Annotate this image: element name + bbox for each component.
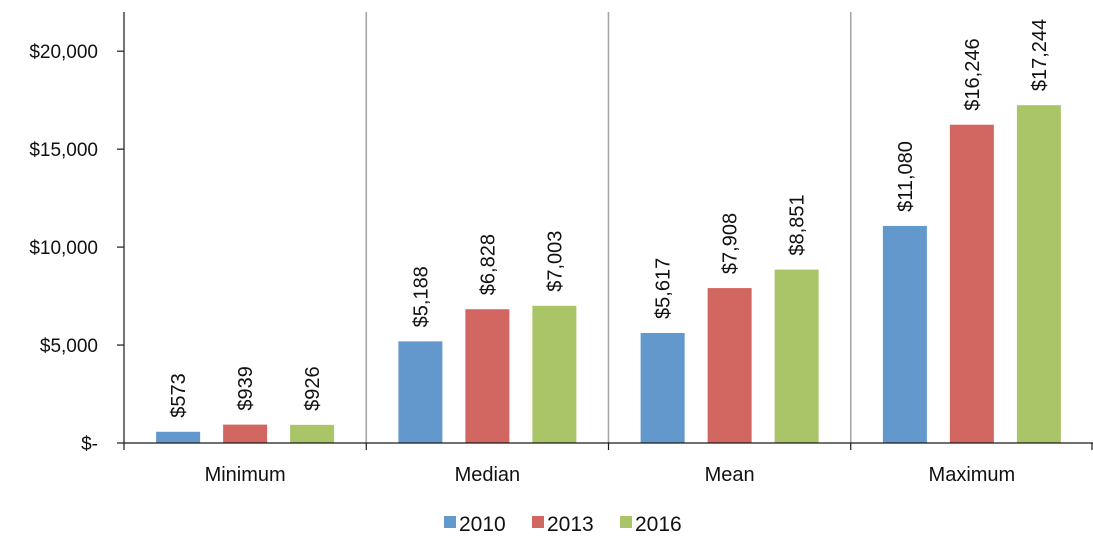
- data-label: $7,003: [544, 231, 566, 292]
- data-label: $926: [302, 366, 324, 411]
- data-label: $939: [235, 366, 257, 411]
- data-label: $7,908: [720, 213, 742, 274]
- category-label-maximum: Maximum: [929, 464, 1016, 486]
- data-label: $16,246: [962, 38, 984, 110]
- legend-label-2013: 2013: [547, 513, 594, 536]
- category-label-minimum: Minimum: [205, 464, 286, 486]
- axes-layer: [117, 12, 1093, 450]
- bar-2016-mean: [774, 269, 819, 443]
- data-label: $5,617: [653, 258, 675, 319]
- bar-2016-median: [532, 305, 577, 443]
- bar-2010-median: [398, 341, 443, 443]
- category-separators: [365, 12, 852, 443]
- y-tick-label: $15,000: [29, 140, 98, 161]
- data-label: $11,080: [895, 141, 917, 212]
- bar-2013-minimum: [223, 424, 268, 443]
- bar-2013-median: [465, 309, 510, 443]
- y-tick-label: $5,000: [40, 336, 98, 357]
- bar-2016-maximum: [1016, 105, 1061, 443]
- bar-2010-mean: [640, 332, 685, 443]
- bar-2016-minimum: [290, 424, 335, 443]
- labels-layer: $573 $5,188 $5,617 $11,080 $939 $6,828 $7,908 $…: [29, 19, 1051, 486]
- data-label: $8,851: [787, 194, 809, 255]
- y-tick-label: $10,000: [29, 238, 98, 259]
- category-label-mean: Mean: [705, 464, 755, 486]
- data-label: $17,244: [1029, 19, 1051, 91]
- bar-2013-mean: [707, 288, 752, 443]
- bar-2013-maximum: [949, 124, 994, 444]
- legend: 2010 2013 2016: [444, 513, 682, 536]
- legend-swatch-2013: [532, 516, 544, 528]
- y-tick-label: $-: [81, 434, 98, 455]
- category-label-median: Median: [455, 464, 521, 486]
- y-tick-label: $20,000: [29, 42, 98, 63]
- legend-swatch-2010: [444, 516, 456, 528]
- legend-label-2016: 2016: [635, 513, 682, 536]
- bars-layer: [156, 105, 1061, 444]
- data-label: $573: [168, 373, 190, 418]
- legend-label-2010: 2010: [459, 513, 506, 536]
- bar-2010-maximum: [882, 225, 927, 443]
- bar-2010-minimum: [156, 431, 201, 443]
- data-label: $6,828: [477, 234, 499, 295]
- legend-swatch-2016: [620, 516, 632, 528]
- data-label: $5,188: [410, 266, 432, 327]
